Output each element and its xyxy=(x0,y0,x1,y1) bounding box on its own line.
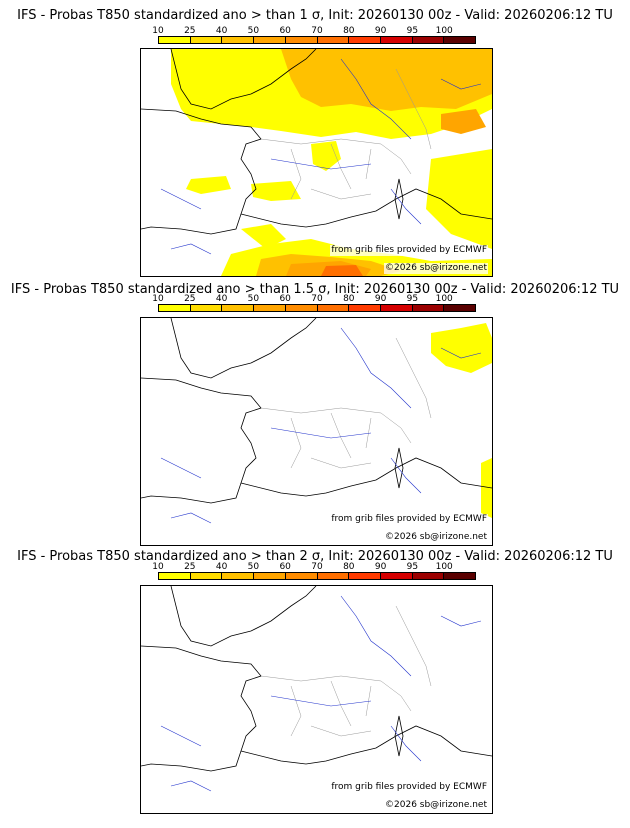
colorbar-segment xyxy=(190,573,223,579)
colorbar-tick-label: 95 xyxy=(406,26,419,36)
colorbar-segment xyxy=(254,305,286,311)
panel2-prob-fill-yellow xyxy=(431,323,492,518)
colorbar-segment xyxy=(412,305,445,311)
colorbar-segment xyxy=(159,305,191,311)
colorbar-tick-label: 95 xyxy=(406,294,419,304)
colorbar-tick-label: 50 xyxy=(247,26,260,36)
panel3-rivers xyxy=(160,595,482,792)
colorbar-segment xyxy=(254,37,286,43)
colorbar-segment xyxy=(222,305,255,311)
colorbar-segment xyxy=(349,37,381,43)
panel3-copyright: ©2026 sb@irizone.net xyxy=(384,800,488,811)
panel1-map[interactable]: from grib files provided by ECMWF ©2026 … xyxy=(140,48,493,277)
colorbar-tick-label: 95 xyxy=(406,562,419,572)
colorbar-segment xyxy=(159,573,191,579)
panel3-colorbar xyxy=(158,572,476,580)
colorbar-tick-label: 70 xyxy=(311,562,323,572)
colorbar-tick-label: 80 xyxy=(343,562,355,572)
colorbar-segment xyxy=(444,305,476,311)
colorbar-tick-label: 40 xyxy=(215,294,228,304)
colorbar-tick-label: 80 xyxy=(343,26,355,36)
colorbar-segment xyxy=(412,573,445,579)
panel2-title: IFS - Probas T850 standardized ano > tha… xyxy=(10,282,620,297)
panel2-colorbar-labels: 10 25 40 50 60 70 80 90 95 100 xyxy=(152,294,476,304)
colorbar-tick-label: 10 xyxy=(152,562,164,572)
panel2-colorbar xyxy=(158,304,476,312)
panel1-coastlines xyxy=(141,49,492,235)
panel1-borders xyxy=(260,68,432,200)
colorbar-segment xyxy=(444,573,476,579)
panel3-borders xyxy=(260,605,432,737)
colorbar-tick-label: 40 xyxy=(215,26,228,36)
panel2-borders xyxy=(260,337,432,469)
colorbar-segment xyxy=(317,573,350,579)
panel3-source-credit: from grib files provided by ECMWF xyxy=(330,782,488,793)
panel2-source-credit: from grib files provided by ECMWF xyxy=(330,514,488,525)
colorbar-segment xyxy=(349,305,381,311)
colorbar-segment xyxy=(349,573,381,579)
colorbar-segment xyxy=(222,573,255,579)
colorbar-segment xyxy=(285,305,318,311)
panel1-map-graphic xyxy=(141,49,492,276)
panel1-source-credit: from grib files provided by ECMWF xyxy=(330,245,488,256)
colorbar-segment xyxy=(285,573,318,579)
panel1-copyright: ©2026 sb@irizone.net xyxy=(384,263,488,274)
colorbar-tick-label: 10 xyxy=(152,26,164,36)
colorbar-tick-label: 60 xyxy=(279,26,291,36)
colorbar-tick-label: 60 xyxy=(279,562,291,572)
colorbar-segment xyxy=(380,573,413,579)
colorbar-segment xyxy=(159,37,191,43)
colorbar-segment xyxy=(254,573,286,579)
colorbar-segment xyxy=(190,305,223,311)
colorbar-tick-label: 50 xyxy=(247,562,260,572)
panel1-prob-fill-darkorange xyxy=(321,265,363,276)
panel2-copyright: ©2026 sb@irizone.net xyxy=(384,532,488,543)
panel3-map[interactable]: from grib files provided by ECMWF ©2026 … xyxy=(140,585,493,814)
colorbar-tick-label: 70 xyxy=(311,294,323,304)
panel1-colorbar-labels: 10 25 40 50 60 70 80 90 95 100 xyxy=(152,26,476,36)
colorbar-tick-label: 100 xyxy=(435,294,453,304)
colorbar-segment xyxy=(444,37,476,43)
panel1-title: IFS - Probas T850 standardized ano > tha… xyxy=(17,8,613,23)
colorbar-tick-label: 40 xyxy=(215,562,228,572)
colorbar-tick-label: 90 xyxy=(374,562,387,572)
colorbar-tick-label: 100 xyxy=(435,26,453,36)
colorbar-segment xyxy=(317,37,350,43)
colorbar-segment xyxy=(285,37,318,43)
colorbar-segment xyxy=(412,37,445,43)
colorbar-segment xyxy=(317,305,350,311)
colorbar-tick-label: 50 xyxy=(247,294,260,304)
colorbar-tick-label: 25 xyxy=(184,562,196,572)
panel2-coastlines xyxy=(141,318,492,504)
colorbar-tick-label: 100 xyxy=(435,562,453,572)
panel2-rivers xyxy=(160,327,482,524)
colorbar-segment xyxy=(380,37,413,43)
colorbar-tick-label: 60 xyxy=(279,294,291,304)
panel3-coastlines xyxy=(141,586,492,772)
panel3-colorbar-labels: 10 25 40 50 60 70 80 90 95 100 xyxy=(152,562,476,572)
colorbar-tick-label: 90 xyxy=(374,26,387,36)
panel2-map-graphic xyxy=(141,318,492,524)
colorbar-segment xyxy=(190,37,223,43)
colorbar-segment xyxy=(380,305,413,311)
panel3-map-graphic xyxy=(141,586,492,792)
colorbar-tick-label: 70 xyxy=(311,26,323,36)
panel1-colorbar xyxy=(158,36,476,44)
colorbar-tick-label: 25 xyxy=(184,26,196,36)
colorbar-segment xyxy=(222,37,255,43)
panel3-title: IFS - Probas T850 standardized ano > tha… xyxy=(17,549,613,564)
colorbar-tick-label: 10 xyxy=(152,294,164,304)
colorbar-tick-label: 80 xyxy=(343,294,355,304)
colorbar-tick-label: 25 xyxy=(184,294,196,304)
colorbar-tick-label: 90 xyxy=(374,294,387,304)
panel2-map[interactable]: from grib files provided by ECMWF ©2026 … xyxy=(140,317,493,546)
panel1-rivers xyxy=(160,58,482,255)
